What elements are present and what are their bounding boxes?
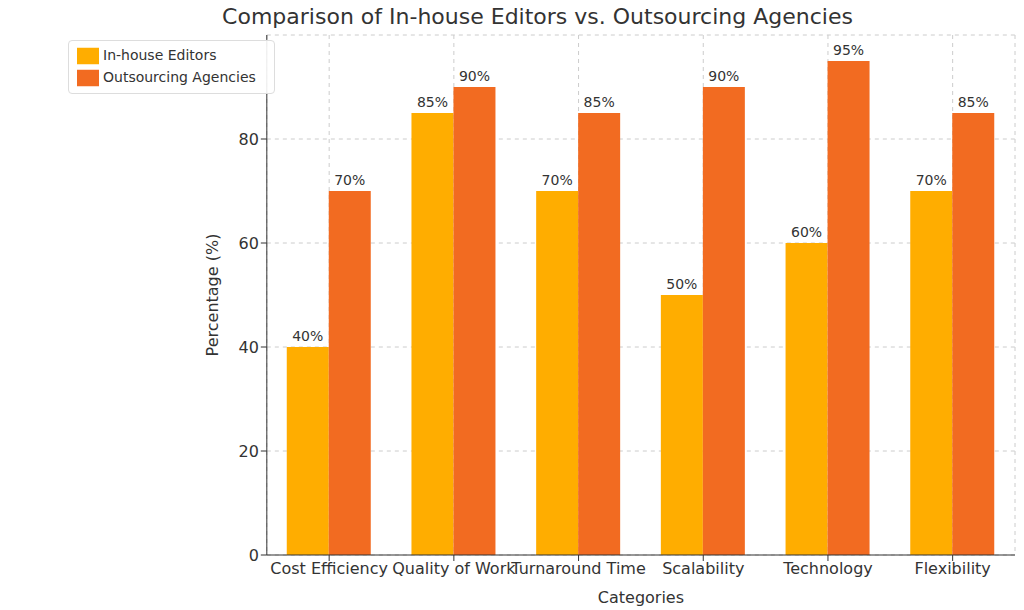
- svg-text:Cost Efficiency: Cost Efficiency: [270, 559, 388, 578]
- svg-text:85%: 85%: [584, 94, 615, 110]
- svg-text:0: 0: [249, 546, 259, 565]
- svg-text:60: 60: [238, 234, 258, 253]
- svg-text:Turnaround Time: Turnaround Time: [510, 559, 645, 578]
- html-text:In-house Editors: In-house Editors: [103, 47, 217, 63]
- svg-text:70%: 70%: [334, 172, 365, 188]
- svg-text:20: 20: [238, 442, 258, 461]
- svg-text:Categories: Categories: [598, 588, 684, 607]
- svg-text:90%: 90%: [708, 68, 739, 84]
- svg-text:70%: 70%: [542, 172, 573, 188]
- svg-text:40: 40: [238, 338, 258, 357]
- svg-text:70%: 70%: [916, 172, 947, 188]
- html-text:Comparison of In-house Editors: Comparison of In-house Editors vs. Outso…: [222, 4, 853, 29]
- svg-text:85%: 85%: [417, 94, 448, 110]
- html-text:Outsourcing Agencies: Outsourcing Agencies: [103, 69, 256, 85]
- svg-text:95%: 95%: [833, 42, 864, 58]
- svg-text:Percentage (%): Percentage (%): [203, 234, 222, 357]
- svg-text:40%: 40%: [292, 328, 323, 344]
- svg-text:85%: 85%: [958, 94, 989, 110]
- svg-text:80: 80: [238, 130, 258, 149]
- svg-text:Scalability: Scalability: [662, 559, 744, 578]
- svg-text:Technology: Technology: [782, 559, 873, 578]
- svg-text:Flexibility: Flexibility: [914, 559, 990, 578]
- svg-text:Quality of Work: Quality of Work: [392, 559, 516, 578]
- svg-text:60%: 60%: [791, 224, 822, 240]
- svg-text:90%: 90%: [459, 68, 490, 84]
- svg-text:50%: 50%: [666, 276, 697, 292]
